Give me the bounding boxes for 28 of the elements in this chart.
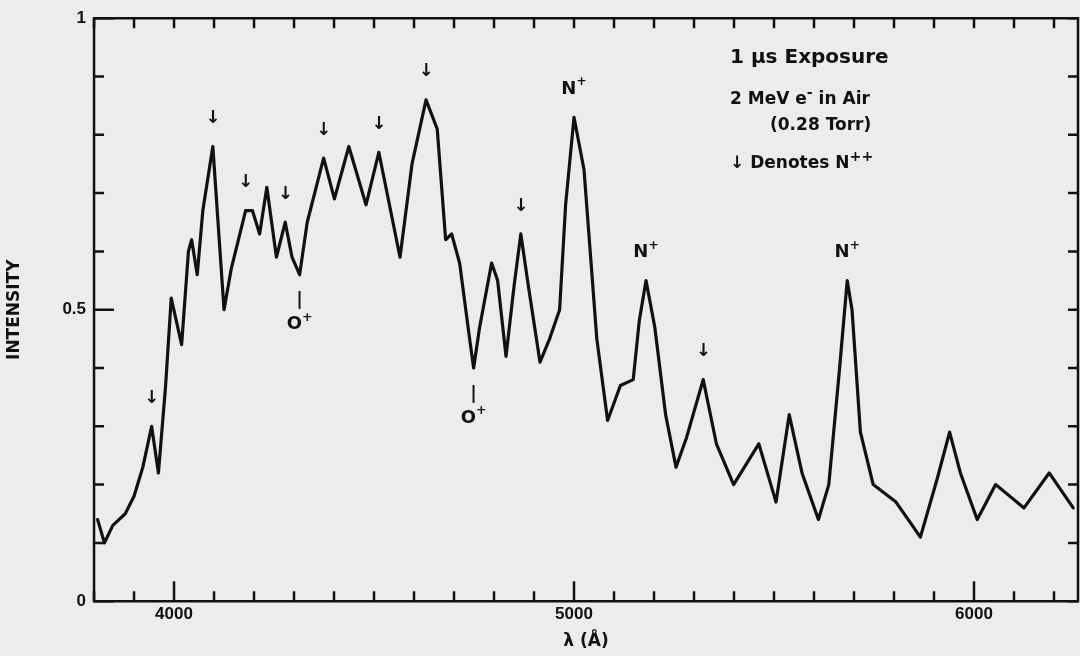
- annotation: ↓: [316, 117, 332, 139]
- annotation: |: [470, 381, 477, 403]
- annotation: ↓: [205, 106, 221, 128]
- annotation: N+: [561, 73, 587, 98]
- annotation: |: [296, 288, 303, 310]
- annotation: (0.28 Torr): [769, 113, 873, 134]
- x-tick-label: 6000: [955, 604, 993, 624]
- x-tick-label: 4000: [155, 604, 193, 624]
- annotation: ↓: [418, 59, 434, 81]
- annotation: ↓: [277, 181, 293, 203]
- annotation: N+: [834, 236, 861, 262]
- x-axis-title: λ (Å): [563, 628, 609, 651]
- annotation: N+: [633, 236, 659, 262]
- annotation: ↓ Denotes N$^{++}$: [730, 147, 875, 172]
- x-tick-label: 5000: [555, 604, 593, 624]
- annotation: ↓: [695, 339, 711, 361]
- annotation: 1 μs Exposure: [730, 44, 889, 68]
- y-tick-label: 0.5: [62, 299, 87, 319]
- annotation: O+: [460, 402, 487, 427]
- annotation: ↓: [144, 385, 160, 407]
- annotation: O+: [286, 308, 313, 334]
- y-axis-title: INTENSITY: [2, 258, 23, 360]
- annotation: 2 MeV e$^{-}$ in Air: [730, 84, 871, 108]
- y-tick-label: 0: [76, 590, 87, 610]
- annotation: ↓: [513, 193, 529, 215]
- annotation: ↓: [371, 111, 387, 133]
- annotation: ↓: [238, 170, 254, 192]
- y-tick-label: 1: [76, 7, 87, 27]
